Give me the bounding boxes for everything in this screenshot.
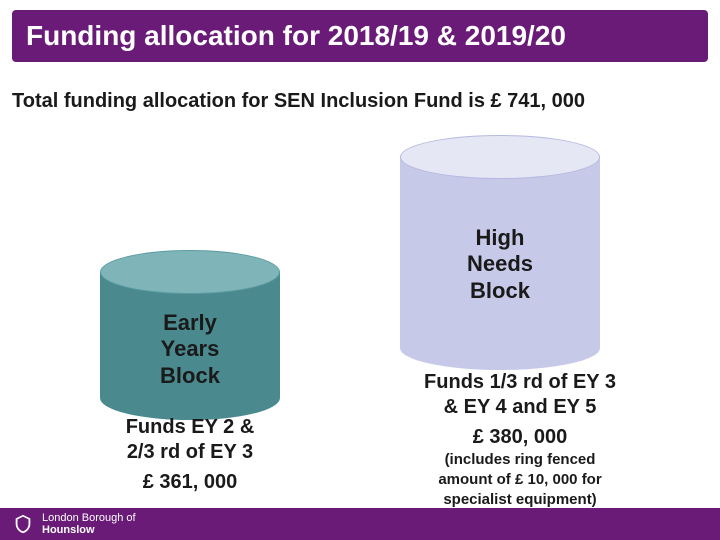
cylinder-top bbox=[400, 135, 600, 179]
label-line: Block bbox=[100, 363, 280, 389]
label-line: Years bbox=[100, 336, 280, 362]
footer-bar: London Borough of Hounslow bbox=[0, 508, 720, 540]
label-line: Block bbox=[400, 278, 600, 304]
caption-line: Funds 1/3 rd of EY 3 bbox=[380, 370, 660, 395]
caption-line: & EY 4 and EY 5 bbox=[380, 395, 660, 420]
high-needs-cylinder: High Needs Block bbox=[400, 135, 600, 370]
caption-line: Funds EY 2 & bbox=[70, 415, 310, 440]
label-line: Early bbox=[100, 310, 280, 336]
high-needs-caption: Funds 1/3 rd of EY 3 & EY 4 and EY 5 £ 3… bbox=[380, 370, 660, 509]
label-line: High bbox=[400, 225, 600, 251]
note-line: amount of £ 10, 000 for bbox=[380, 471, 660, 489]
footer-line1: London Borough of bbox=[42, 512, 136, 524]
early-years-caption: Funds EY 2 & 2/3 rd of EY 3 £ 361, 000 bbox=[70, 415, 310, 494]
note-line: (includes ring fenced bbox=[380, 451, 660, 469]
high-needs-label: High Needs Block bbox=[400, 225, 600, 304]
footer-line2: Hounslow bbox=[42, 524, 136, 536]
early-years-cylinder: Early Years Block bbox=[100, 250, 280, 420]
early-years-amount: £ 361, 000 bbox=[70, 471, 310, 494]
hounslow-crest-icon bbox=[12, 513, 34, 535]
page-title: Funding allocation for 2018/19 & 2019/20 bbox=[26, 20, 694, 52]
note-line: specialist equipment) bbox=[380, 491, 660, 509]
title-bar: Funding allocation for 2018/19 & 2019/20 bbox=[12, 10, 708, 62]
cylinder-top bbox=[100, 250, 280, 294]
subheading: Total funding allocation for SEN Inclusi… bbox=[12, 90, 708, 113]
high-needs-amount: £ 380, 000 bbox=[380, 426, 660, 449]
label-line: Needs bbox=[400, 251, 600, 277]
footer-borough: London Borough of Hounslow bbox=[42, 512, 136, 536]
early-years-label: Early Years Block bbox=[100, 310, 280, 389]
caption-line: 2/3 rd of EY 3 bbox=[70, 440, 310, 465]
